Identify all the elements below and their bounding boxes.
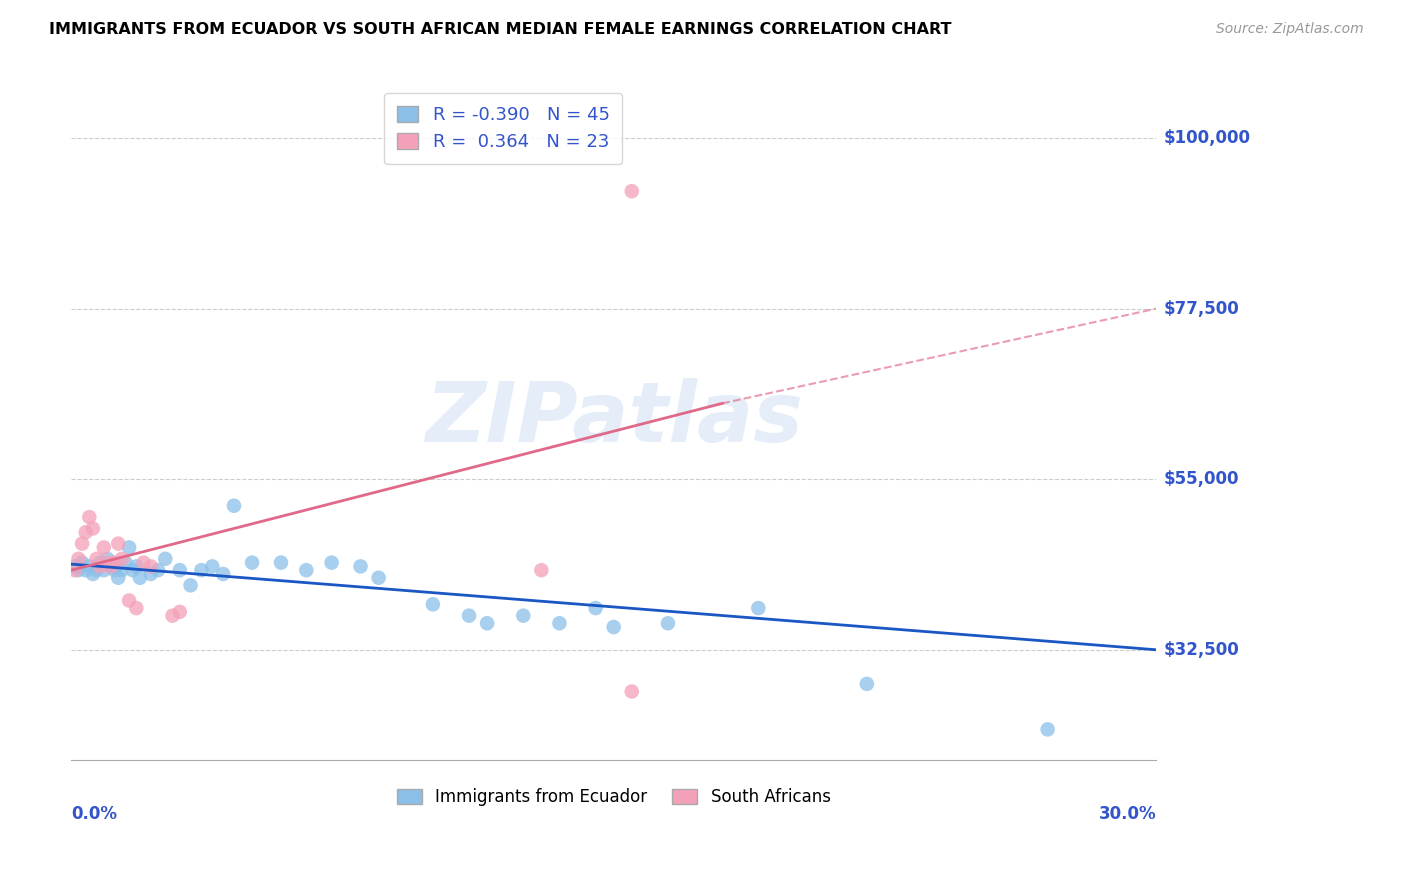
Point [63,559,86,574]
Point [139,566,162,581]
Point [169,563,191,577]
Point [422,597,444,611]
Point [155,551,177,566]
Legend: Immigrants from Ecuador, South Africans: Immigrants from Ecuador, South Africans [389,781,837,813]
Point [79,559,101,574]
Point [114,556,136,570]
Point [162,608,184,623]
Point [222,499,245,513]
Point [86,551,108,566]
Point [146,563,169,577]
Point [367,571,389,585]
Point [104,563,127,577]
Point [190,563,212,577]
Point [125,601,148,615]
Point [620,684,643,698]
Point [585,601,607,615]
Point [295,563,318,577]
Text: 30.0%: 30.0% [1098,805,1156,823]
Point [63,563,86,577]
Text: IMMIGRANTS FROM ECUADOR VS SOUTH AFRICAN MEDIAN FEMALE EARNINGS CORRELATION CHAR: IMMIGRANTS FROM ECUADOR VS SOUTH AFRICAN… [49,22,952,37]
Point [100,559,122,574]
Point [70,536,93,550]
Point [93,541,115,555]
Point [530,563,553,577]
Text: Source: ZipAtlas.com: Source: ZipAtlas.com [1216,22,1364,37]
Point [125,559,148,574]
Text: $77,500: $77,500 [1163,300,1239,318]
Point [67,563,90,577]
Point [82,521,104,535]
Point [79,510,101,524]
Point [86,563,108,577]
Point [139,559,162,574]
Point [89,559,111,574]
Point [104,556,127,570]
Point [82,566,104,581]
Point [107,536,129,550]
Point [96,551,118,566]
Point [75,563,97,577]
Point [118,593,141,607]
Point [169,605,191,619]
Point [100,559,122,574]
Point [602,620,624,634]
Point [129,571,152,585]
Point [67,551,90,566]
Point [1036,723,1059,737]
Text: ZIPatlas: ZIPatlas [425,378,803,459]
Point [212,566,235,581]
Text: 0.0%: 0.0% [72,805,117,823]
Point [75,525,97,540]
Point [121,563,143,577]
Point [657,616,679,631]
Point [96,556,118,570]
Point [512,608,534,623]
Point [747,601,769,615]
Point [111,551,134,566]
Point [548,616,571,631]
Point [118,541,141,555]
Point [856,677,879,691]
Point [70,556,93,570]
Point [93,563,115,577]
Text: $55,000: $55,000 [1163,470,1239,488]
Point [89,556,111,570]
Point [180,578,202,592]
Point [475,616,498,631]
Point [132,556,155,570]
Point [201,559,224,574]
Text: $100,000: $100,000 [1163,129,1250,147]
Point [349,559,371,574]
Point [620,184,643,198]
Point [458,608,481,623]
Point [270,556,292,570]
Point [111,563,134,577]
Text: $32,500: $32,500 [1163,640,1239,659]
Point [240,556,263,570]
Point [321,556,343,570]
Point [107,571,129,585]
